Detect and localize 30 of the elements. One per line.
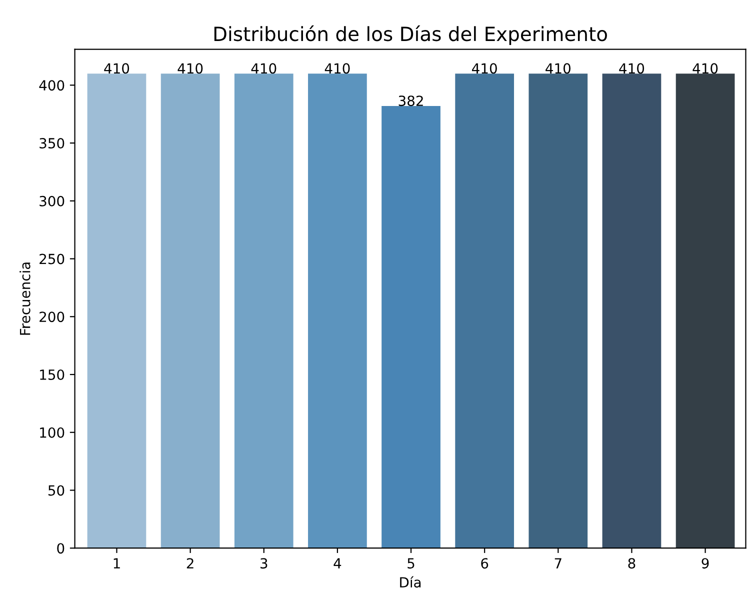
x-tick-label: 9 bbox=[702, 558, 709, 569]
x-axis-title: Día bbox=[400, 576, 421, 588]
x-tick-label: 3 bbox=[260, 558, 268, 569]
data-label: 410 bbox=[619, 63, 644, 74]
data-label: 382 bbox=[398, 96, 423, 106]
data-label: 410 bbox=[692, 63, 718, 74]
y-tick-label: 50 bbox=[48, 485, 64, 496]
data-label: 410 bbox=[104, 63, 130, 74]
x-tick-label: 7 bbox=[554, 558, 562, 568]
chart-title: Distribución de los Días del Experimento bbox=[214, 25, 607, 45]
y-tick-label: 100 bbox=[40, 427, 64, 438]
data-label: 410 bbox=[546, 63, 570, 74]
x-tick-label: 8 bbox=[628, 558, 636, 569]
data-label: 410 bbox=[472, 63, 497, 74]
y-tick-label: 250 bbox=[40, 254, 64, 264]
x-tick-label: 1 bbox=[114, 558, 120, 568]
data-label: 410 bbox=[251, 63, 276, 74]
y-tick-label: 150 bbox=[40, 369, 64, 380]
x-tick-label: 5 bbox=[408, 558, 414, 569]
x-tick-label: 4 bbox=[334, 558, 342, 568]
x-tick-label: 2 bbox=[186, 558, 194, 568]
y-tick-label: 0 bbox=[57, 543, 64, 554]
y-tick-label: 350 bbox=[40, 138, 64, 149]
x-tick-label: 6 bbox=[481, 558, 488, 569]
data-label: 410 bbox=[178, 63, 203, 74]
y-tick-label: 400 bbox=[39, 80, 64, 91]
y-tick-label: 200 bbox=[40, 312, 64, 322]
y-tick-label: 300 bbox=[40, 196, 64, 206]
data-label: 410 bbox=[324, 63, 350, 74]
y-axis-title: Frecuencia bbox=[20, 262, 30, 335]
